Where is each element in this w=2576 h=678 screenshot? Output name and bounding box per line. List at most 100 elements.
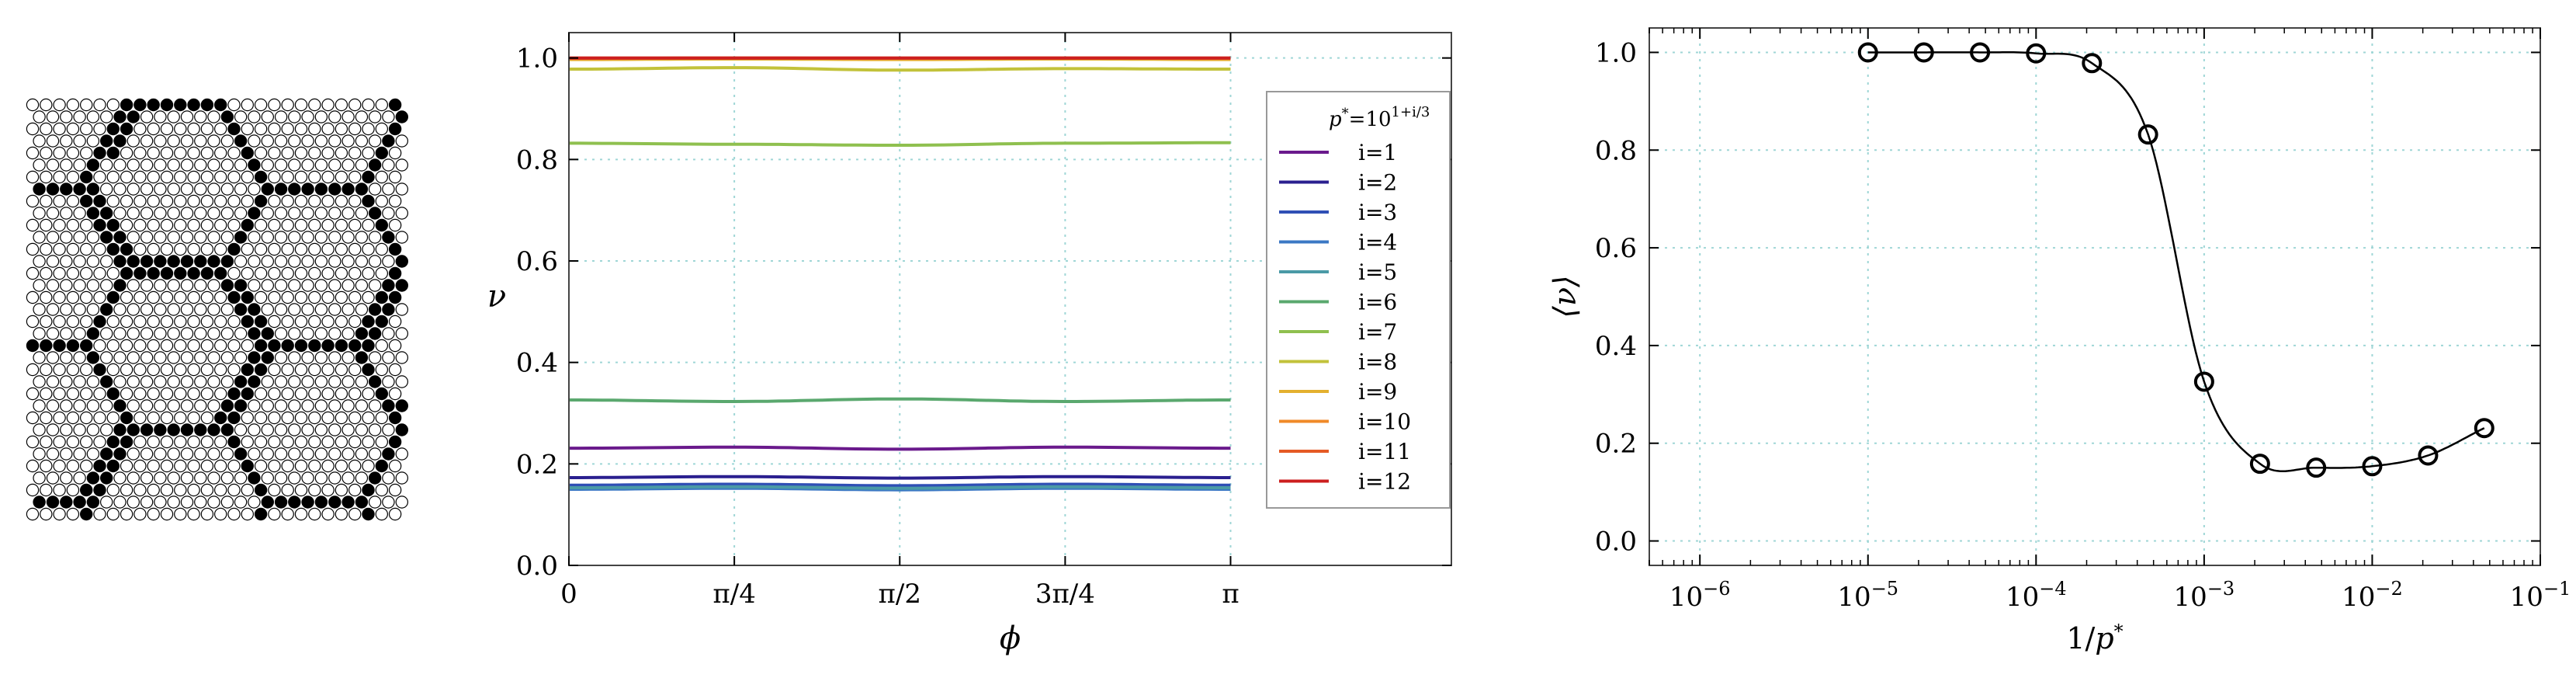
lattice-node-empty: [254, 146, 268, 160]
lattice-node-empty: [342, 207, 355, 220]
lattice-node-empty: [214, 339, 227, 353]
lattice-node-empty: [348, 387, 362, 401]
lattice-node-filled: [248, 327, 261, 340]
lattice-node-empty: [234, 495, 248, 509]
lattice-node-empty: [167, 134, 180, 148]
lattice-node-filled: [106, 435, 120, 449]
lattice-node-empty: [53, 411, 66, 425]
lattice-node-empty: [99, 279, 113, 292]
lattice-node-filled: [160, 266, 174, 280]
lattice-node-empty: [308, 194, 321, 208]
lattice-node-empty: [140, 158, 154, 172]
lattice-node-empty: [388, 483, 402, 497]
lattice-node-empty: [60, 134, 73, 148]
lattice-node-empty: [187, 363, 200, 377]
lattice-node-empty: [154, 183, 167, 196]
lattice-node-empty: [86, 303, 100, 316]
lattice-node-filled: [355, 183, 369, 196]
lattice-node-filled: [99, 303, 113, 316]
lattice-node-filled: [127, 110, 140, 123]
lattice-node-empty: [106, 194, 120, 208]
lattice-node-empty: [140, 447, 154, 461]
lattice-node-empty: [234, 110, 248, 123]
lattice-node-filled: [66, 339, 80, 353]
lattice-node-filled: [388, 435, 402, 449]
lattice-node-empty: [220, 303, 234, 316]
lattice-node-filled: [79, 483, 93, 497]
lattice-node-empty: [342, 279, 355, 292]
data-point: [2082, 53, 2103, 74]
lattice-node-empty: [120, 459, 133, 473]
lattice-node-filled: [375, 459, 388, 473]
lattice-node-empty: [314, 351, 328, 364]
lattice-node-empty: [274, 207, 288, 220]
lattice-node-empty: [328, 375, 342, 388]
legend-box: [1266, 91, 1451, 509]
lattice-node-empty: [395, 471, 408, 485]
lattice-node-empty: [268, 194, 281, 208]
lattice-node-filled: [33, 183, 46, 196]
data-point: [2362, 456, 2383, 477]
lattice-node-filled: [86, 327, 100, 340]
plot-frame: [1649, 27, 2541, 566]
lattice-node-empty: [53, 146, 66, 160]
lattice-node-empty: [200, 483, 214, 497]
lattice-node-empty: [120, 194, 133, 208]
lattice-node-empty: [268, 459, 281, 473]
lattice-node-empty: [375, 242, 388, 256]
lattice-node-empty: [174, 315, 187, 329]
lattice-node-filled: [395, 255, 408, 268]
lattice-node-empty: [200, 146, 214, 160]
lattice-node-filled: [93, 218, 106, 232]
x-tick-label: 10−5: [1837, 578, 1898, 613]
series-line-i=7: [569, 141, 1231, 147]
lattice-node-empty: [348, 170, 362, 184]
lattice-node-empty: [187, 315, 200, 329]
lattice-node-empty: [113, 183, 127, 196]
lattice-node-empty: [200, 170, 214, 184]
lattice-node-empty: [220, 471, 234, 485]
lattice-node-filled: [220, 279, 234, 292]
lattice-node-empty: [86, 231, 100, 244]
lattice-node-empty: [274, 255, 288, 268]
lattice-node-empty: [314, 399, 328, 412]
lattice-node-filled: [200, 98, 214, 112]
lattice-node-empty: [127, 351, 140, 364]
lattice-node-empty: [314, 158, 328, 172]
lattice-node-empty: [234, 471, 248, 485]
lattice-node-empty: [288, 327, 301, 340]
lattice-node-empty: [355, 231, 369, 244]
lattice-node-empty: [368, 351, 382, 364]
lattice-node-empty: [26, 387, 40, 401]
lattice-node-empty: [33, 471, 46, 485]
lattice-node-empty: [301, 423, 314, 436]
lattice-node-empty: [335, 122, 348, 136]
lattice-node-empty: [26, 507, 40, 521]
lattice-node-empty: [53, 387, 66, 401]
lattice-node-filled: [194, 423, 207, 436]
lattice-node-empty: [86, 279, 100, 292]
lattice-node-empty: [60, 255, 73, 268]
lattice-node-empty: [133, 483, 147, 497]
lattice-node-empty: [248, 423, 261, 436]
lattice-node-empty: [348, 363, 362, 377]
lattice-node-empty: [248, 279, 261, 292]
lattice-node-empty: [207, 351, 220, 364]
lattice-node-empty: [214, 242, 227, 256]
lattice-node-filled: [248, 351, 261, 364]
lattice-node-empty: [33, 447, 46, 461]
lattice-node-empty: [86, 255, 100, 268]
lattice-node-empty: [53, 218, 66, 232]
lattice-node-empty: [348, 290, 362, 304]
lattice-node-empty: [321, 315, 335, 329]
lattice-node-filled: [113, 447, 127, 461]
lattice-node-filled: [261, 183, 274, 196]
lattice-node-empty: [167, 375, 180, 388]
lattice-node-empty: [395, 351, 408, 364]
lattice-node-empty: [60, 327, 73, 340]
lattice-node-filled: [355, 351, 369, 364]
lattice-node-empty: [174, 194, 187, 208]
lattice-node-empty: [154, 279, 167, 292]
lattice-node-empty: [200, 290, 214, 304]
lattice-node-filled: [234, 399, 248, 412]
